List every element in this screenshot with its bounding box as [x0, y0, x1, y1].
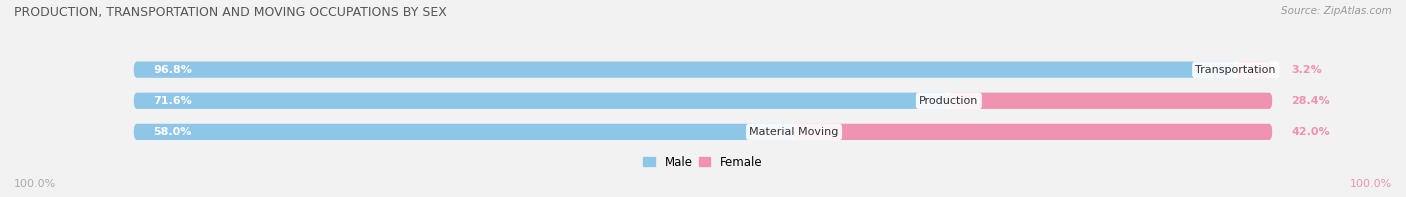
FancyBboxPatch shape	[134, 124, 1272, 140]
Text: PRODUCTION, TRANSPORTATION AND MOVING OCCUPATIONS BY SEX: PRODUCTION, TRANSPORTATION AND MOVING OC…	[14, 6, 447, 19]
FancyBboxPatch shape	[1236, 62, 1272, 78]
Legend: Male, Female: Male, Female	[644, 156, 762, 169]
FancyBboxPatch shape	[134, 93, 1272, 109]
FancyBboxPatch shape	[134, 124, 794, 140]
FancyBboxPatch shape	[949, 93, 1272, 109]
FancyBboxPatch shape	[134, 62, 1272, 78]
Text: 96.8%: 96.8%	[153, 65, 193, 75]
Text: Production: Production	[920, 96, 979, 106]
Text: Source: ZipAtlas.com: Source: ZipAtlas.com	[1281, 6, 1392, 16]
Text: 100.0%: 100.0%	[1350, 179, 1392, 189]
Text: 58.0%: 58.0%	[153, 127, 191, 137]
Text: Transportation: Transportation	[1195, 65, 1277, 75]
Text: 42.0%: 42.0%	[1292, 127, 1330, 137]
Text: Material Moving: Material Moving	[749, 127, 839, 137]
Text: 28.4%: 28.4%	[1292, 96, 1330, 106]
FancyBboxPatch shape	[134, 93, 949, 109]
Text: 100.0%: 100.0%	[14, 179, 56, 189]
FancyBboxPatch shape	[794, 124, 1272, 140]
Text: 3.2%: 3.2%	[1292, 65, 1322, 75]
Text: 71.6%: 71.6%	[153, 96, 193, 106]
FancyBboxPatch shape	[134, 62, 1236, 78]
